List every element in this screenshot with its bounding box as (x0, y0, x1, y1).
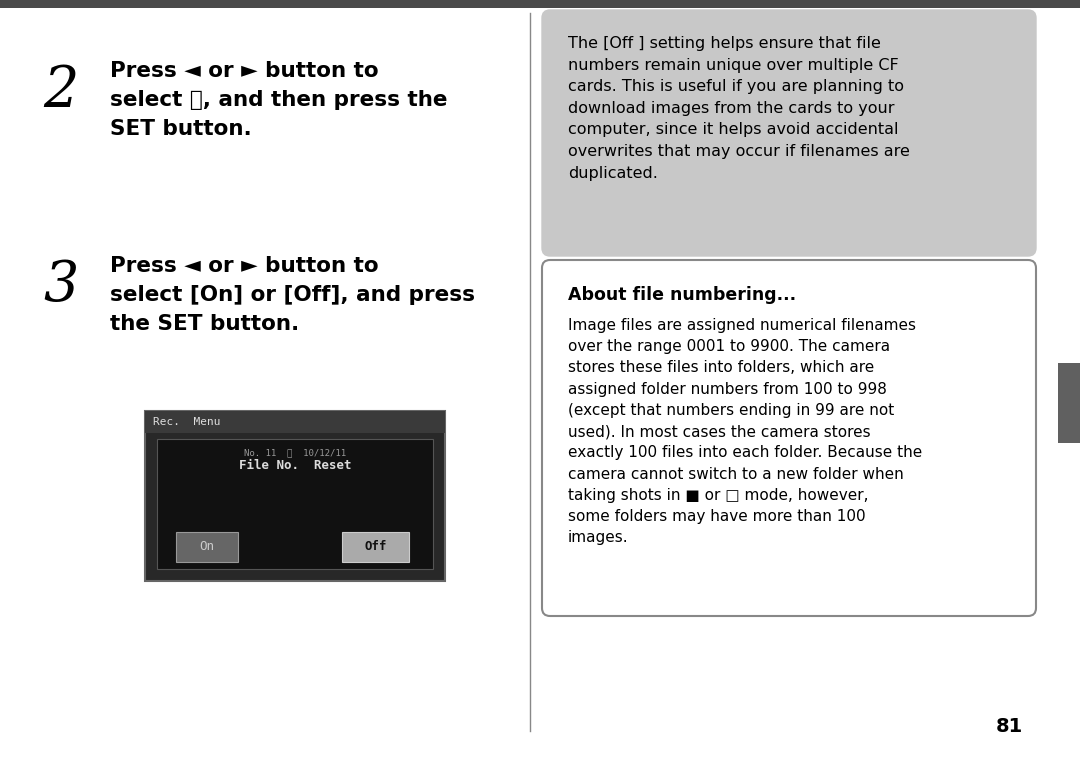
Text: Off: Off (364, 541, 387, 554)
Text: About file numbering...: About file numbering... (568, 286, 796, 304)
Text: No. 11  Ⓝ  10/12/11: No. 11 Ⓝ 10/12/11 (244, 449, 346, 457)
Text: 3: 3 (43, 258, 78, 313)
FancyBboxPatch shape (542, 260, 1036, 616)
Text: Image files are assigned numerical filenames
over the range 0001 to 9900. The ca: Image files are assigned numerical filen… (568, 318, 922, 545)
FancyBboxPatch shape (542, 10, 1036, 256)
FancyBboxPatch shape (145, 411, 445, 581)
Text: Rec.  Menu: Rec. Menu (153, 417, 220, 427)
Text: 2: 2 (43, 63, 78, 118)
Text: File No.  Reset: File No. Reset (239, 459, 351, 472)
Text: Press ◄ or ► button to
select Ⓝ, and then press the
SET button.: Press ◄ or ► button to select Ⓝ, and the… (110, 61, 447, 139)
Text: Press ◄ or ► button to
select [On] or [Off], and press
the SET button.: Press ◄ or ► button to select [On] or [O… (110, 256, 475, 334)
Bar (0, 0, 1080, 8)
Bar (157, 439, 433, 569)
Text: On: On (200, 541, 215, 554)
Text: The [Off ] setting helps ensure that file
numbers remain unique over multiple CF: The [Off ] setting helps ensure that fil… (568, 36, 909, 181)
Bar (145, 411, 445, 433)
Bar (1058, 363, 1080, 443)
FancyBboxPatch shape (342, 532, 409, 562)
Text: 81: 81 (996, 717, 1023, 736)
FancyBboxPatch shape (176, 532, 238, 562)
